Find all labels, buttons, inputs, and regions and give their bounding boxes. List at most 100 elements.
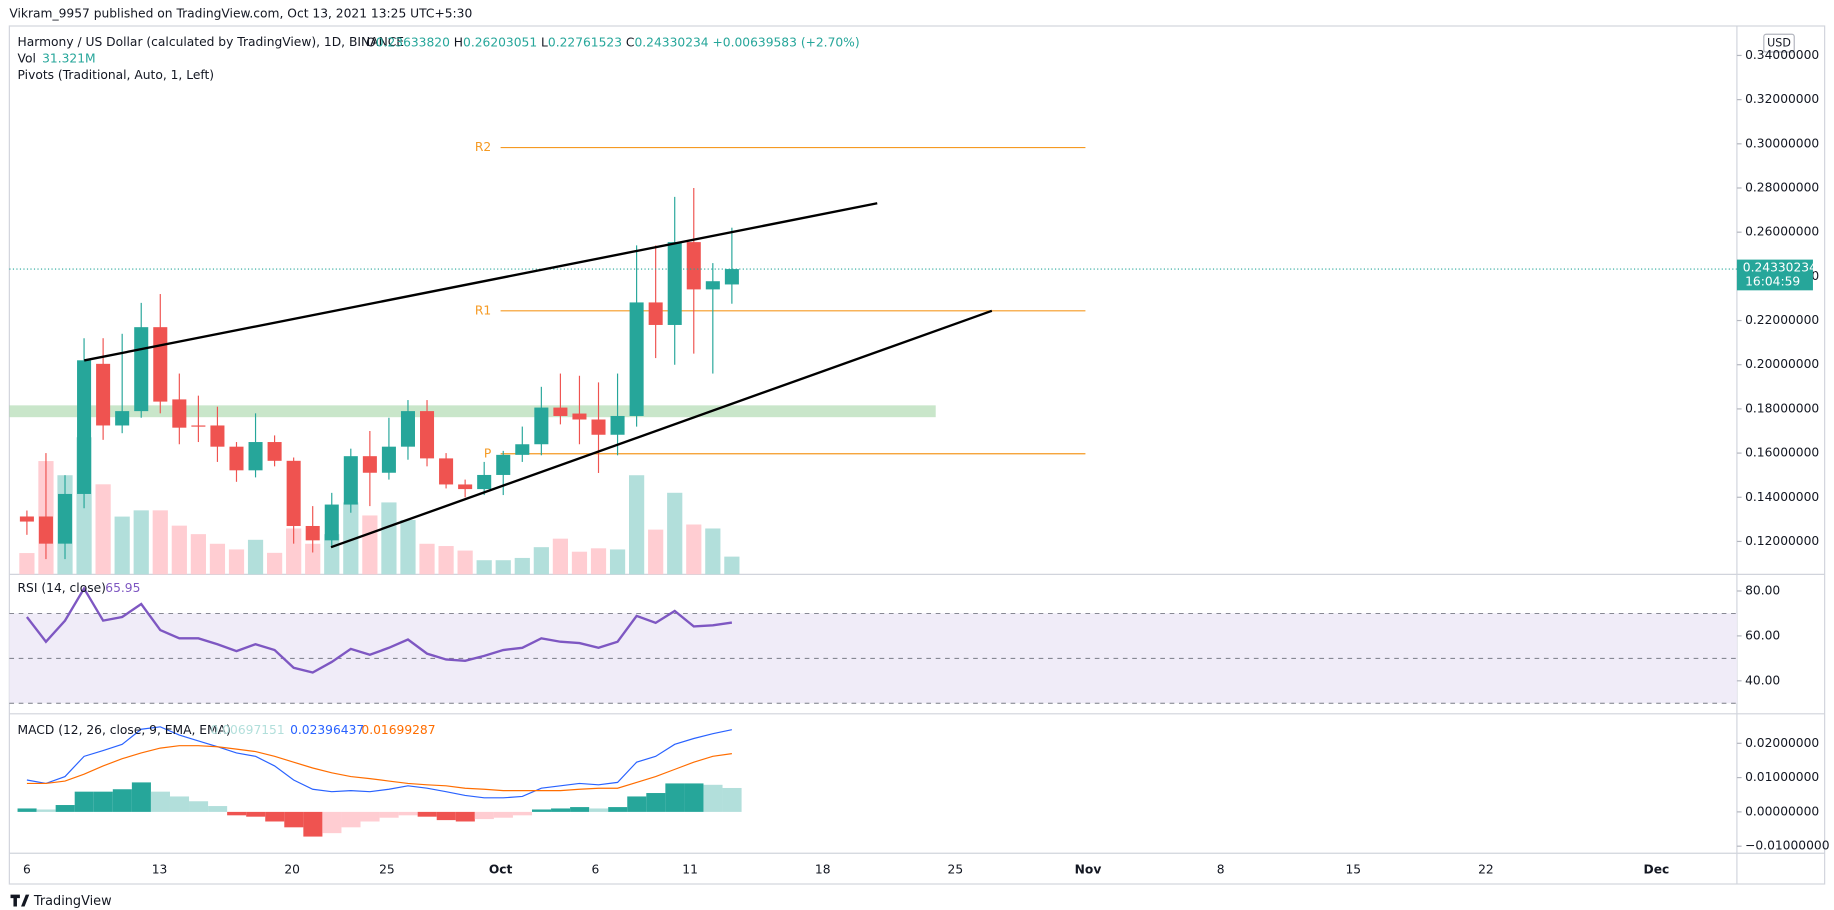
- volume-bar: [552, 538, 569, 575]
- macd-histogram-bar: [303, 811, 323, 837]
- volume-bar: [324, 534, 340, 575]
- currency-box[interactable]: [1763, 33, 1795, 53]
- macd-histogram-bar: [55, 805, 75, 812]
- currency[interactable]: USD: [1767, 37, 1791, 50]
- y-tick-label: 0.14000000: [1745, 490, 1819, 504]
- last-price-box: [1736, 259, 1813, 291]
- macd-histogram-bar: [627, 796, 647, 812]
- candle-body: [229, 446, 244, 471]
- rsi-line: [25, 586, 733, 674]
- marks-layer: [9, 146, 1737, 837]
- macd-histogram-bar: [360, 811, 380, 822]
- volume-bar: [209, 543, 226, 575]
- symbol: Harmony / US Dollar (calculated by Tradi…: [18, 35, 405, 49]
- y-tick-label: 0.30000000: [1745, 136, 1819, 150]
- ohlc-value: 0.24330234: [634, 35, 708, 49]
- macd-line: [26, 726, 732, 799]
- macd-histogram-bar: [570, 807, 590, 812]
- macd-histogram-bar: [322, 811, 342, 834]
- volume-bar: [533, 547, 549, 575]
- volume-bar: [286, 528, 302, 575]
- ohlc-key: H: [454, 35, 463, 49]
- macd-histogram-bar: [189, 801, 209, 812]
- volume-bar: [590, 548, 607, 575]
- x-tick-label: 18: [815, 862, 831, 876]
- volume-bar: [571, 551, 588, 575]
- volume-bar: [686, 524, 702, 575]
- candle-body: [610, 415, 625, 435]
- volume-label: Vol: [18, 52, 36, 66]
- rsi-value: 65.95: [105, 581, 140, 595]
- macd-histogram-bar: [398, 811, 418, 816]
- volume-bar: [95, 484, 111, 575]
- volume-bar: [457, 550, 473, 575]
- candle-body: [400, 411, 415, 447]
- macd-histogram-bar: [684, 783, 704, 812]
- candle-body: [96, 363, 111, 426]
- candle-body: [591, 419, 606, 435]
- y-tick-label: 60.00: [1745, 628, 1780, 642]
- x-tick-label: 25: [379, 862, 395, 876]
- candle-body: [191, 425, 206, 427]
- x-tick-label: 6: [23, 862, 31, 876]
- volume-bar: [514, 557, 530, 575]
- frame: [8, 25, 1826, 885]
- x-tick-label: 8: [1217, 862, 1225, 876]
- candle-body: [553, 407, 568, 416]
- y-tick-label: 0.22000000: [1745, 313, 1819, 327]
- candle-body: [324, 504, 339, 541]
- candle-body: [115, 411, 130, 426]
- y-tick-label: 0.00000000: [1745, 804, 1819, 818]
- candle-body: [381, 446, 396, 473]
- x-tick-label: 20: [284, 862, 300, 876]
- macd-histogram-bar: [131, 782, 151, 812]
- candle-body: [686, 242, 701, 290]
- macd-histogram-bar: [417, 811, 437, 817]
- candle-body: [286, 460, 301, 526]
- publisher: Vikram_9957 published on TradingView.com…: [9, 7, 472, 21]
- volume-bar: [724, 556, 740, 575]
- candle-body: [248, 442, 263, 471]
- macd-value: 0.02396437: [290, 723, 364, 737]
- drawings-layer: [83, 202, 993, 549]
- macd-histogram-bar: [474, 811, 494, 820]
- trend-line: [330, 309, 993, 549]
- volume-bar: [171, 525, 187, 575]
- last-price: 0.24330234: [1743, 260, 1817, 274]
- volume-bar: [228, 549, 245, 575]
- volume-value: 31.321M: [42, 52, 96, 66]
- x-tick-label: Nov: [1075, 862, 1102, 876]
- macd-histogram-bar: [589, 808, 609, 812]
- volume-bar: [476, 560, 492, 575]
- x-tick-label: 22: [1478, 862, 1494, 876]
- volume-bar: [343, 502, 359, 575]
- y-tick-label: 80.00: [1745, 583, 1780, 597]
- macd-histogram-bar: [284, 811, 304, 828]
- pivot-label: R1: [475, 303, 491, 317]
- macd-histogram-bar: [493, 811, 513, 818]
- ohlc-key: L: [541, 35, 548, 49]
- candle-body: [705, 281, 720, 290]
- candle-body: [362, 456, 377, 473]
- x-tick-label: Oct: [489, 862, 513, 876]
- y-tick-label: 0.28000000: [1745, 180, 1819, 194]
- candle-body: [153, 327, 168, 402]
- candle-body: [515, 444, 530, 455]
- macd-histogram-bar: [74, 791, 94, 812]
- y-tick-label: 0.02000000: [1745, 736, 1819, 750]
- volume-bar: [362, 515, 378, 575]
- pivot-label: R2: [475, 140, 491, 154]
- ohlc: O0.23633820 H0.26203051 L0.22761523 C0.2…: [366, 35, 860, 49]
- x-tick-label: 15: [1345, 862, 1361, 876]
- candle-body: [267, 442, 282, 461]
- x-tick-label: Dec: [1644, 862, 1670, 876]
- macd-histogram-bar: [17, 808, 37, 812]
- macd-value: 0.00697151: [211, 723, 285, 737]
- footer-brand: TradingView: [33, 894, 112, 909]
- y-tick-label: 0.20000000: [1745, 357, 1819, 371]
- volume-bar: [629, 475, 645, 575]
- y-tick-label: 0.26000000: [1745, 225, 1819, 239]
